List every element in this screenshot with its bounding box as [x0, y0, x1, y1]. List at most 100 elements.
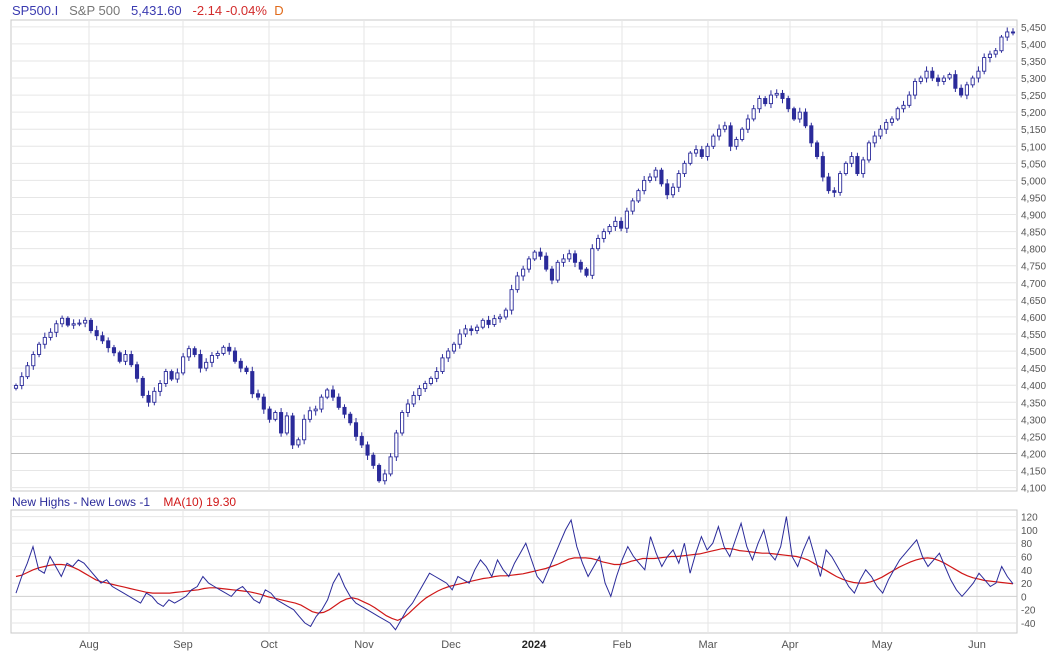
price-candle — [526, 256, 531, 273]
price-candle — [60, 315, 65, 328]
price-candle — [244, 365, 249, 375]
price-candle — [745, 114, 750, 133]
candle-body — [924, 70, 929, 79]
x-tick-label: Sep — [173, 639, 193, 651]
candle-body — [734, 139, 739, 147]
candle-body — [878, 128, 883, 137]
candle-body — [65, 317, 70, 326]
candle-body — [930, 70, 935, 79]
candlestick-series — [13, 27, 1016, 485]
candle-body — [290, 415, 295, 446]
candle-body — [146, 394, 151, 403]
candle-body — [567, 253, 572, 260]
price-candle — [901, 100, 906, 113]
price-y-tick-label: 5,200 — [1021, 108, 1046, 119]
price-candle — [446, 347, 451, 362]
period-badge[interactable]: D — [274, 3, 284, 18]
candle-body — [204, 361, 209, 369]
candle-body — [982, 57, 987, 72]
candle-body — [302, 418, 307, 441]
price-candle — [54, 320, 59, 338]
price-candle — [964, 81, 969, 100]
price-y-tick-label: 5,000 — [1021, 176, 1046, 187]
candle-body — [163, 371, 168, 384]
price-candle — [809, 122, 814, 147]
price-candle — [659, 167, 664, 187]
price-candle — [215, 350, 220, 359]
candle-body — [186, 348, 191, 358]
candle-body — [348, 413, 353, 424]
candle-body — [832, 190, 837, 193]
indicator-y-tick-label: 20 — [1021, 579, 1033, 590]
candle-body — [60, 317, 65, 325]
price-candle — [924, 66, 929, 83]
candle-body — [751, 108, 756, 120]
symbol-label[interactable]: SP500.I — [12, 3, 59, 18]
candle-body — [843, 162, 848, 175]
price-candle — [895, 106, 900, 122]
price-candle — [31, 351, 36, 370]
indicator-y-tick-label: 40 — [1021, 566, 1033, 577]
price-y-tick-label: 4,400 — [1021, 381, 1046, 392]
price-y-tick-label: 4,150 — [1021, 467, 1046, 478]
price-y-tick-label: 4,200 — [1021, 449, 1046, 460]
index-name: S&P 500 — [69, 3, 121, 18]
indicator-y-tick-label: 120 — [1021, 513, 1038, 524]
candle-body — [307, 410, 312, 420]
candle-body — [336, 396, 341, 408]
price-candle — [613, 216, 618, 231]
price-candle — [1005, 27, 1010, 41]
price-candle — [330, 385, 336, 401]
price-y-tick-label: 4,700 — [1021, 279, 1046, 290]
candle-body — [215, 353, 220, 356]
candle-body — [872, 135, 877, 144]
price-candle — [209, 352, 214, 368]
candle-body — [19, 376, 24, 386]
price-candle — [596, 234, 601, 252]
price-candle — [423, 380, 428, 393]
price-candle — [348, 411, 353, 426]
candle-body — [780, 92, 785, 99]
candle-body — [670, 186, 676, 196]
candle-body — [169, 371, 174, 380]
price-candle — [693, 145, 699, 157]
price-candle — [198, 349, 203, 373]
candle-body — [244, 367, 249, 372]
price-y-tick-label: 5,250 — [1021, 91, 1046, 102]
price-candle — [688, 151, 693, 166]
candle-body — [377, 464, 382, 482]
candle-body — [693, 149, 699, 154]
price-candle — [630, 198, 635, 215]
candle-body — [42, 336, 47, 345]
indicator-title[interactable]: New Highs - New Lows -1 — [12, 495, 151, 509]
candle-body — [711, 135, 716, 147]
price-y-tick-label: 4,900 — [1021, 211, 1046, 222]
candle-body — [607, 226, 612, 233]
price-candle — [774, 89, 779, 99]
price-candle — [786, 95, 791, 113]
price-candle — [238, 358, 243, 373]
ma-label[interactable]: MA(10) — [163, 495, 203, 509]
price-candle — [711, 133, 716, 150]
candle-body — [474, 326, 480, 332]
price-change-pct: -0.04% — [225, 3, 267, 18]
candle-body — [699, 149, 704, 157]
price-y-tick-label: 5,350 — [1021, 57, 1046, 68]
price-candle — [284, 412, 289, 436]
candle-body — [123, 354, 128, 362]
candle-body — [181, 356, 186, 374]
price-candle — [434, 367, 439, 383]
price-candle — [878, 125, 883, 140]
price-candle — [861, 156, 866, 178]
candle-body — [826, 176, 831, 192]
candle-body — [619, 220, 624, 229]
price-candle — [572, 250, 578, 268]
price-candle — [152, 387, 157, 406]
candle-body — [659, 169, 664, 185]
price-candle — [930, 67, 935, 82]
x-tick-label: Dec — [441, 639, 461, 651]
candle-body — [849, 156, 854, 164]
price-candle — [428, 376, 433, 386]
price-candle — [521, 265, 526, 281]
